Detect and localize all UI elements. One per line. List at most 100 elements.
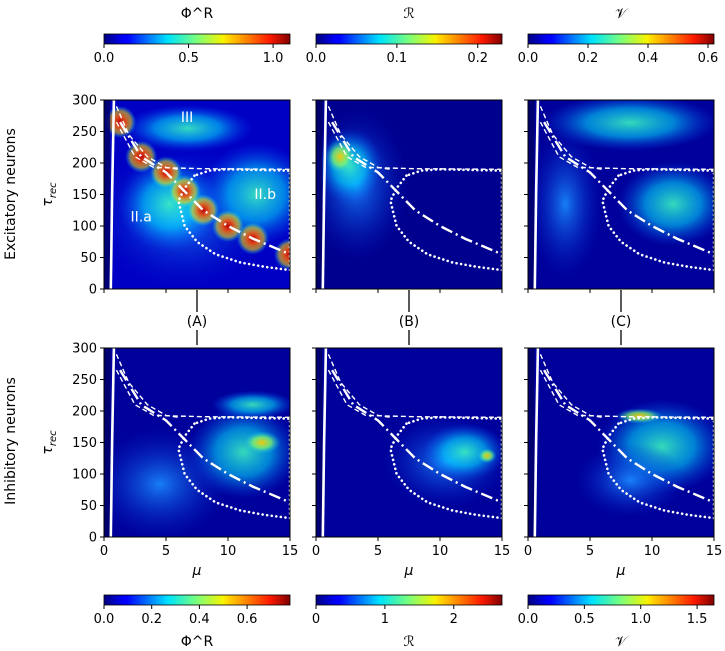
top-colorbar-1 [103,33,291,45]
x-tick-label: 0 [524,544,532,559]
colorbar-tick-label: 0.0 [518,612,539,627]
y-axis-label: τrec [40,430,59,455]
heat-region-3 [243,431,281,454]
y-tick-label: 200 [72,405,97,420]
colorbar-tick-label: 1 [381,612,389,627]
colorbar-tick-label: 0.5 [178,51,199,66]
low-mu-strip [528,348,535,537]
boundary-line-solid-1 [321,100,328,289]
low-mu-strip [316,100,323,289]
colorbar-tick-label: 0.2 [467,51,488,66]
boundary-line-solid-1 [109,100,116,289]
colorbar-tick-label: 0.1 [387,51,408,66]
x-tick-label: 10 [432,544,449,559]
boundary-line-dashed-3 [327,354,391,418]
row-label-excitatory: Excitatory neurons [3,128,19,260]
colorbar-tick-label: 0 [312,612,320,627]
y-axis-label: τrec [40,182,59,207]
low-mu-strip [104,348,111,537]
low-mu-strip [528,100,535,289]
low-mu-strip [104,100,111,289]
x-axis-label: μ [192,563,202,579]
x-tick-label: 0 [100,544,108,559]
heat-region-2 [422,423,502,481]
boundary-line-dotted-5 [389,415,502,520]
hot-ridge-spot-8 [274,238,290,271]
boundary-line-solid-1 [321,348,328,537]
column-marker-C: (C) [611,314,632,330]
y-tick-label: 100 [72,220,97,235]
colorbar-tick-label: 0.6 [698,51,719,66]
boundary-line-dotted-5 [601,415,714,520]
colorbar-tick-label: 0.0 [306,51,327,66]
bottom-colorbar-3 [527,594,715,606]
colorbar-tick-label: 0.6 [237,612,258,627]
heat-region-3 [477,448,497,464]
y-tick-label: 300 [72,342,97,357]
heat-region-2 [187,404,290,500]
colorbar-tick-label: 0.5 [574,612,595,627]
boundary-line-dotted-5 [177,167,290,272]
region-label-3: II.b [254,187,276,203]
y-tick-label: 50 [80,251,97,266]
y-tick-label: 100 [72,468,97,483]
y-tick-label: 150 [72,188,97,203]
boundary-line-dashed-3 [115,354,179,418]
boundary-line-solid-1 [533,348,540,537]
y-tick-label: 50 [80,499,97,514]
boundary-line-solid-1 [533,100,540,289]
x-axis-label: μ [616,563,626,579]
heat-region-2 [617,161,714,247]
x-axis-label: μ [404,563,414,579]
tick-labels: 050100150200250300τrec050100150200250300… [40,44,722,627]
region-label-1: III [181,110,193,126]
hot-ridge-spot-2 [125,140,158,173]
colorbar-tick-label: 0.0 [94,51,115,66]
colorbar-tick-label: 0.2 [578,51,599,66]
heatmap-panels: III II.a II.b [100,99,715,541]
y-tick-label: 200 [72,157,97,172]
colorbar-tick-label: 0.2 [141,612,162,627]
boundary-line-dashed-3 [539,354,603,418]
row-label-inhibitory: Inhibitory neurons [3,377,19,505]
boundary-line-solid-1 [109,348,116,537]
heat-region-4 [210,390,290,419]
column-marker-B: (B) [399,314,420,330]
column-marker-A: (A) [187,314,208,330]
bottom-colorbar-1 [103,594,291,606]
boundary-line-dashdot-4 [331,369,502,504]
y-tick-label: 250 [72,125,97,140]
top-colorbar-label-2: ℛ [403,6,414,22]
x-tick-label: 15 [282,544,299,559]
heat-region-1 [541,100,714,152]
heat-region-3 [616,408,663,424]
boundary-line-dashed-3 [539,106,603,170]
boundary-line-dashdot-4 [543,121,714,256]
heat-region-4 [122,104,253,152]
x-tick-label: 5 [586,544,594,559]
boundary-line-dotted-5 [177,415,290,520]
heatmap-panel-r1-c1: III II.a II.b [104,100,290,289]
low-mu-strip [316,348,323,537]
colorbar-tick-label: 2 [450,612,458,627]
x-tick-label: 15 [706,544,723,559]
boundary-line-dashed-3 [115,106,179,170]
colorbar-tick-label: 0.0 [94,612,115,627]
top-colorbar-3 [527,33,715,45]
heatmap-panel-r2-c2 [316,348,502,537]
boundary-line-dashdot-4 [543,369,714,504]
x-tick-label: 10 [220,544,237,559]
boundary-line-dashdot-4 [119,369,290,504]
y-tick-label: 150 [72,436,97,451]
y-tick-label: 0 [89,283,97,298]
heatmap-panel-r1-c2 [316,100,502,289]
top-colorbar-label-3: 𝒱 [615,6,629,22]
bottom-colorbar-label-2: ℛ [403,634,414,650]
x-tick-label: 0 [312,544,320,559]
x-tick-label: 5 [162,544,170,559]
x-tick-label: 15 [494,544,511,559]
boundary-line-dotted-5 [389,167,502,272]
boundary-line-dashdot-4 [331,121,502,256]
bottom-colorbar-2 [315,594,503,606]
